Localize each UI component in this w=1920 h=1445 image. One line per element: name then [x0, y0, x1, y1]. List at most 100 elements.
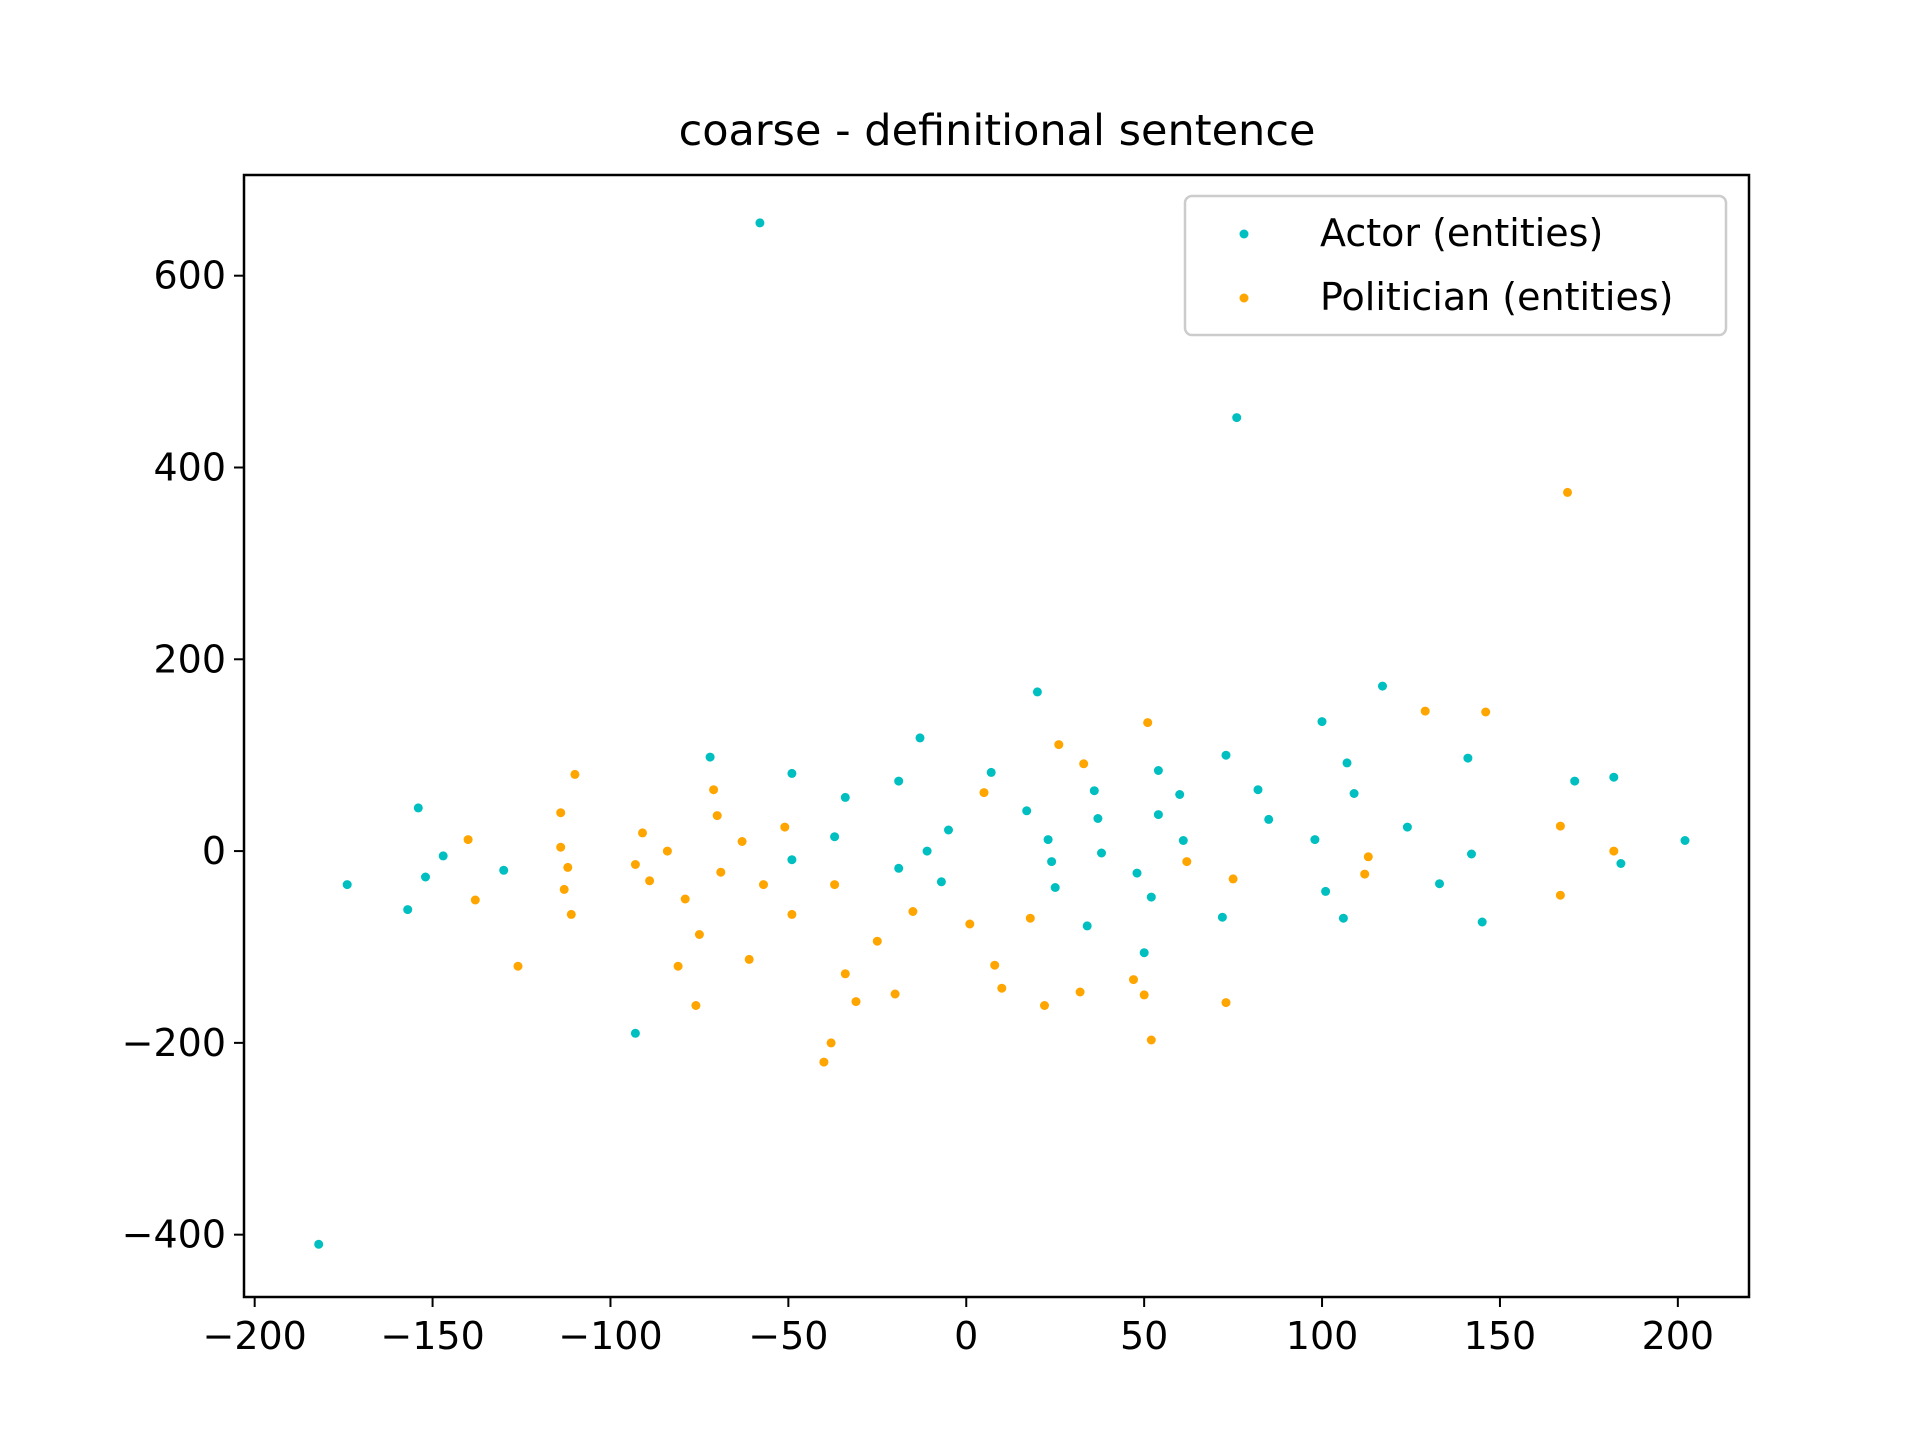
data-point: [1040, 1001, 1049, 1010]
data-point: [1253, 785, 1263, 795]
data-point: [563, 862, 573, 872]
plot-frame: [242, 173, 1751, 1299]
data-point: [1129, 975, 1138, 985]
data-point: [737, 837, 747, 846]
data-point: [787, 855, 797, 865]
data-point: [1175, 790, 1185, 799]
x-tick-label: 0: [954, 1314, 978, 1358]
data-point: [1363, 852, 1373, 862]
x-tick-label: 200: [1642, 1314, 1715, 1358]
data-point: [630, 860, 640, 869]
y-tick-label: 200: [153, 637, 226, 681]
data-point: [1079, 759, 1089, 769]
data-point: [1420, 706, 1430, 716]
data-point: [1342, 758, 1352, 768]
data-point: [1555, 890, 1565, 900]
data-point: [979, 788, 989, 798]
data-point: [1555, 821, 1565, 831]
data-point: [1228, 874, 1238, 884]
legend-marker-politician: [1239, 293, 1249, 303]
data-point: [1402, 822, 1412, 832]
data-point: [840, 792, 850, 802]
data-point: [1217, 912, 1227, 922]
data-point: [780, 822, 790, 832]
data-point: [1349, 789, 1359, 798]
data-point: [755, 218, 765, 228]
data-point: [1467, 849, 1476, 859]
data-point: [840, 969, 850, 979]
data-point: [1047, 857, 1057, 867]
data-point: [872, 936, 882, 946]
data-point: [787, 909, 797, 919]
data-point: [638, 828, 647, 838]
legend: Actor (entities) Politician (entities): [1183, 194, 1728, 337]
data-point: [1132, 868, 1142, 878]
data-point: [1143, 718, 1153, 728]
data-point: [894, 776, 904, 786]
series-actor: [314, 218, 1690, 1249]
data-point: [1153, 810, 1163, 820]
data-point: [556, 842, 566, 852]
data-point: [1563, 487, 1572, 497]
data-point: [1182, 857, 1192, 867]
data-point: [1378, 681, 1387, 691]
data-point: [1082, 921, 1092, 931]
data-point: [712, 811, 722, 821]
data-point: [662, 846, 672, 856]
data-point: [1463, 753, 1473, 763]
data-point: [1146, 1035, 1156, 1045]
x-tick-label: 150: [1464, 1314, 1537, 1358]
data-point: [830, 880, 840, 890]
x-tick-label: −50: [748, 1314, 828, 1358]
y-tick-label: −400: [122, 1213, 226, 1257]
data-point: [1264, 814, 1274, 824]
y-tick-label: 0: [202, 829, 226, 873]
data-point: [1609, 846, 1619, 856]
data-point: [851, 997, 861, 1007]
data-point: [413, 803, 423, 813]
data-point: [1609, 772, 1619, 782]
x-tick-label: −200: [202, 1314, 306, 1358]
data-point: [694, 930, 704, 939]
legend-box: [1183, 194, 1728, 337]
data-point: [1043, 835, 1053, 845]
y-tick-label: 400: [153, 445, 226, 489]
data-point: [826, 1038, 836, 1048]
data-point: [1097, 848, 1106, 858]
x-tick-label: −150: [380, 1314, 484, 1358]
legend-label-actor: Actor (entities): [1320, 211, 1603, 255]
data-point: [1317, 717, 1327, 727]
data-point: [1050, 883, 1060, 892]
data-point: [1232, 413, 1242, 423]
data-point: [680, 894, 690, 904]
data-point: [990, 960, 1000, 970]
data-point: [314, 1239, 324, 1249]
data-point: [559, 884, 569, 894]
data-point: [1178, 836, 1188, 845]
data-point: [965, 919, 975, 929]
data-point: [787, 768, 797, 778]
data-point: [908, 907, 918, 916]
data-point: [819, 1057, 829, 1067]
data-point: [922, 846, 932, 856]
data-point: [570, 769, 580, 779]
data-point: [709, 785, 719, 795]
data-point: [890, 989, 900, 999]
series-politician: [463, 487, 1619, 1067]
data-point: [645, 876, 655, 886]
y-tick-label: 600: [153, 254, 226, 298]
data-point: [421, 872, 430, 882]
chart-title: coarse - definitional sentence: [679, 106, 1316, 156]
x-tick-label: 50: [1120, 1314, 1168, 1358]
data-point: [1310, 835, 1320, 845]
data-point: [744, 954, 754, 964]
data-point: [1054, 740, 1064, 750]
data-point: [1025, 913, 1035, 923]
data-point: [986, 767, 996, 777]
data-point: [1477, 917, 1487, 927]
data-point: [705, 752, 715, 762]
data-point: [944, 825, 953, 835]
data-point: [1022, 806, 1032, 816]
